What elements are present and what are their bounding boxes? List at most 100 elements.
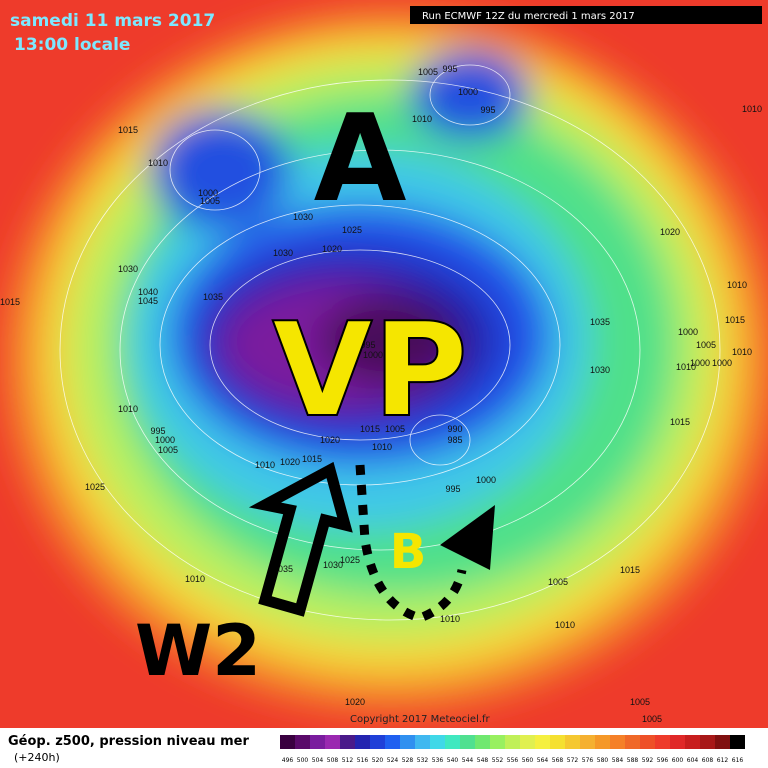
legend-swatch [430,735,445,749]
legend-swatch [280,735,295,749]
wave-label: W2 [135,610,261,692]
legend-tick-label: 552 [492,757,504,764]
isobar-label: 1015 [725,315,745,325]
legend-swatch [415,735,430,749]
legend-swatch [595,735,610,749]
isobar-label: 1000 [155,435,175,445]
legend-tick-label: 596 [657,757,669,764]
legend-swatch [565,735,580,749]
isobar-label: 1030 [293,212,313,222]
isobar-label: 1015 [670,417,690,427]
isobar-label: 1005 [158,445,178,455]
legend-tick-label: 540 [447,757,459,764]
legend-swatch [685,735,700,749]
vortex-label: VP [272,294,468,446]
legend-swatch [490,735,505,749]
high-label: A [314,90,407,229]
legend-tick-label: 548 [477,757,489,764]
legend-swatch [580,735,595,749]
isobar-label: 1005 [630,697,650,707]
annotations: A VP B W2 [135,90,495,692]
isobar-label: 1010 [255,460,275,470]
legend-tick-label: 568 [552,757,564,764]
isobar-label: 1025 [340,555,360,565]
legend-tick-label: 612 [717,757,729,764]
isobar-label: 1010 [440,614,460,624]
legend-swatch [370,735,385,749]
isobar-label: 1025 [85,482,105,492]
isobar-label: 1010 [185,574,205,584]
isobar-label: 1015 [118,125,138,135]
isobar-label: 1030 [273,248,293,258]
legend-tick-label: 580 [597,757,609,764]
isobar-label: 1020 [280,457,300,467]
legend-tick-label: 496 [282,757,294,764]
legend-swatch [520,735,535,749]
legend-swatch [670,735,685,749]
isobar-label: 1000 [198,188,218,198]
isobar-label: 1010 [742,104,762,114]
legend-tick-label: 536 [432,757,444,764]
legend-tick-label: 560 [522,757,534,764]
isobar-label: 1005 [548,577,568,587]
isobar-label: 985 [447,435,462,445]
legend-tick-label: 592 [642,757,654,764]
legend-tick-label: 604 [687,757,699,764]
legend-tick-label: 564 [537,757,549,764]
legend-swatch [400,735,415,749]
legend-swatch [640,735,655,749]
isobar-label: 1000 [712,358,732,368]
legend-tick-label: 532 [417,757,429,764]
isobar-label: 1030 [590,365,610,375]
legend-tick-label: 504 [312,757,324,764]
low-label: B [390,524,427,580]
isobar-label: 1010 [676,362,696,372]
legend-swatch [625,735,640,749]
isobar-label: 1035 [273,564,293,574]
legend-tick-label: 572 [567,757,579,764]
isobar-labels: 1005 995100099510101015101010001005103010… [0,64,762,724]
legend-tick-label: 516 [357,757,369,764]
isobar-label: 1000 [690,358,710,368]
legend-tick-label: 608 [702,757,714,764]
legend-swatch [475,735,490,749]
legend-tick-label: 512 [342,757,354,764]
legend-swatch [700,735,715,749]
isobar-label: 995 [150,426,165,436]
legend-swatch [655,735,670,749]
legend-swatch [505,735,520,749]
isobar-label: 1020 [322,244,342,254]
isobar-label: 1030 [118,264,138,274]
legend-swatch [535,735,550,749]
isobar-label: 995 [480,105,495,115]
date-title: samedi 11 mars 2017 [10,11,215,31]
legend-swatch [325,735,340,749]
legend: 496 500 504 508 512 516 520 524 528 532 536 540 544 5… [280,735,745,764]
legend-tick-label: 556 [507,757,519,764]
legend-swatch [295,735,310,749]
isobar-label: 1015 [0,297,20,307]
legend-swatch [340,735,355,749]
isobar-label: 1005 [696,340,716,350]
legend-tick-label: 520 [372,757,384,764]
legend-swatch [385,735,400,749]
isobar-label: 1030 [323,560,343,570]
legend-swatch [355,735,370,749]
legend-tick-label: 600 [672,757,684,764]
copyright: Copyright 2017 Meteociel.fr [350,714,491,725]
legend-tick-label: 508 [327,757,339,764]
isobar-label: 1005 [385,424,405,434]
isobar-label: 1015 [360,424,380,434]
isobar-label: 1045 [138,296,158,306]
isobar-label: 1020 [320,435,340,445]
isobar-label: 1035 [590,317,610,327]
isobar-label: 995 [360,340,375,350]
legend-swatch [460,735,475,749]
legend-swatch [610,735,625,749]
legend-swatch [730,735,745,749]
isobar-label: 1015 [620,565,640,575]
run-box [410,6,762,24]
legend-swatch [445,735,460,749]
isobar-label: 1000 [363,350,383,360]
